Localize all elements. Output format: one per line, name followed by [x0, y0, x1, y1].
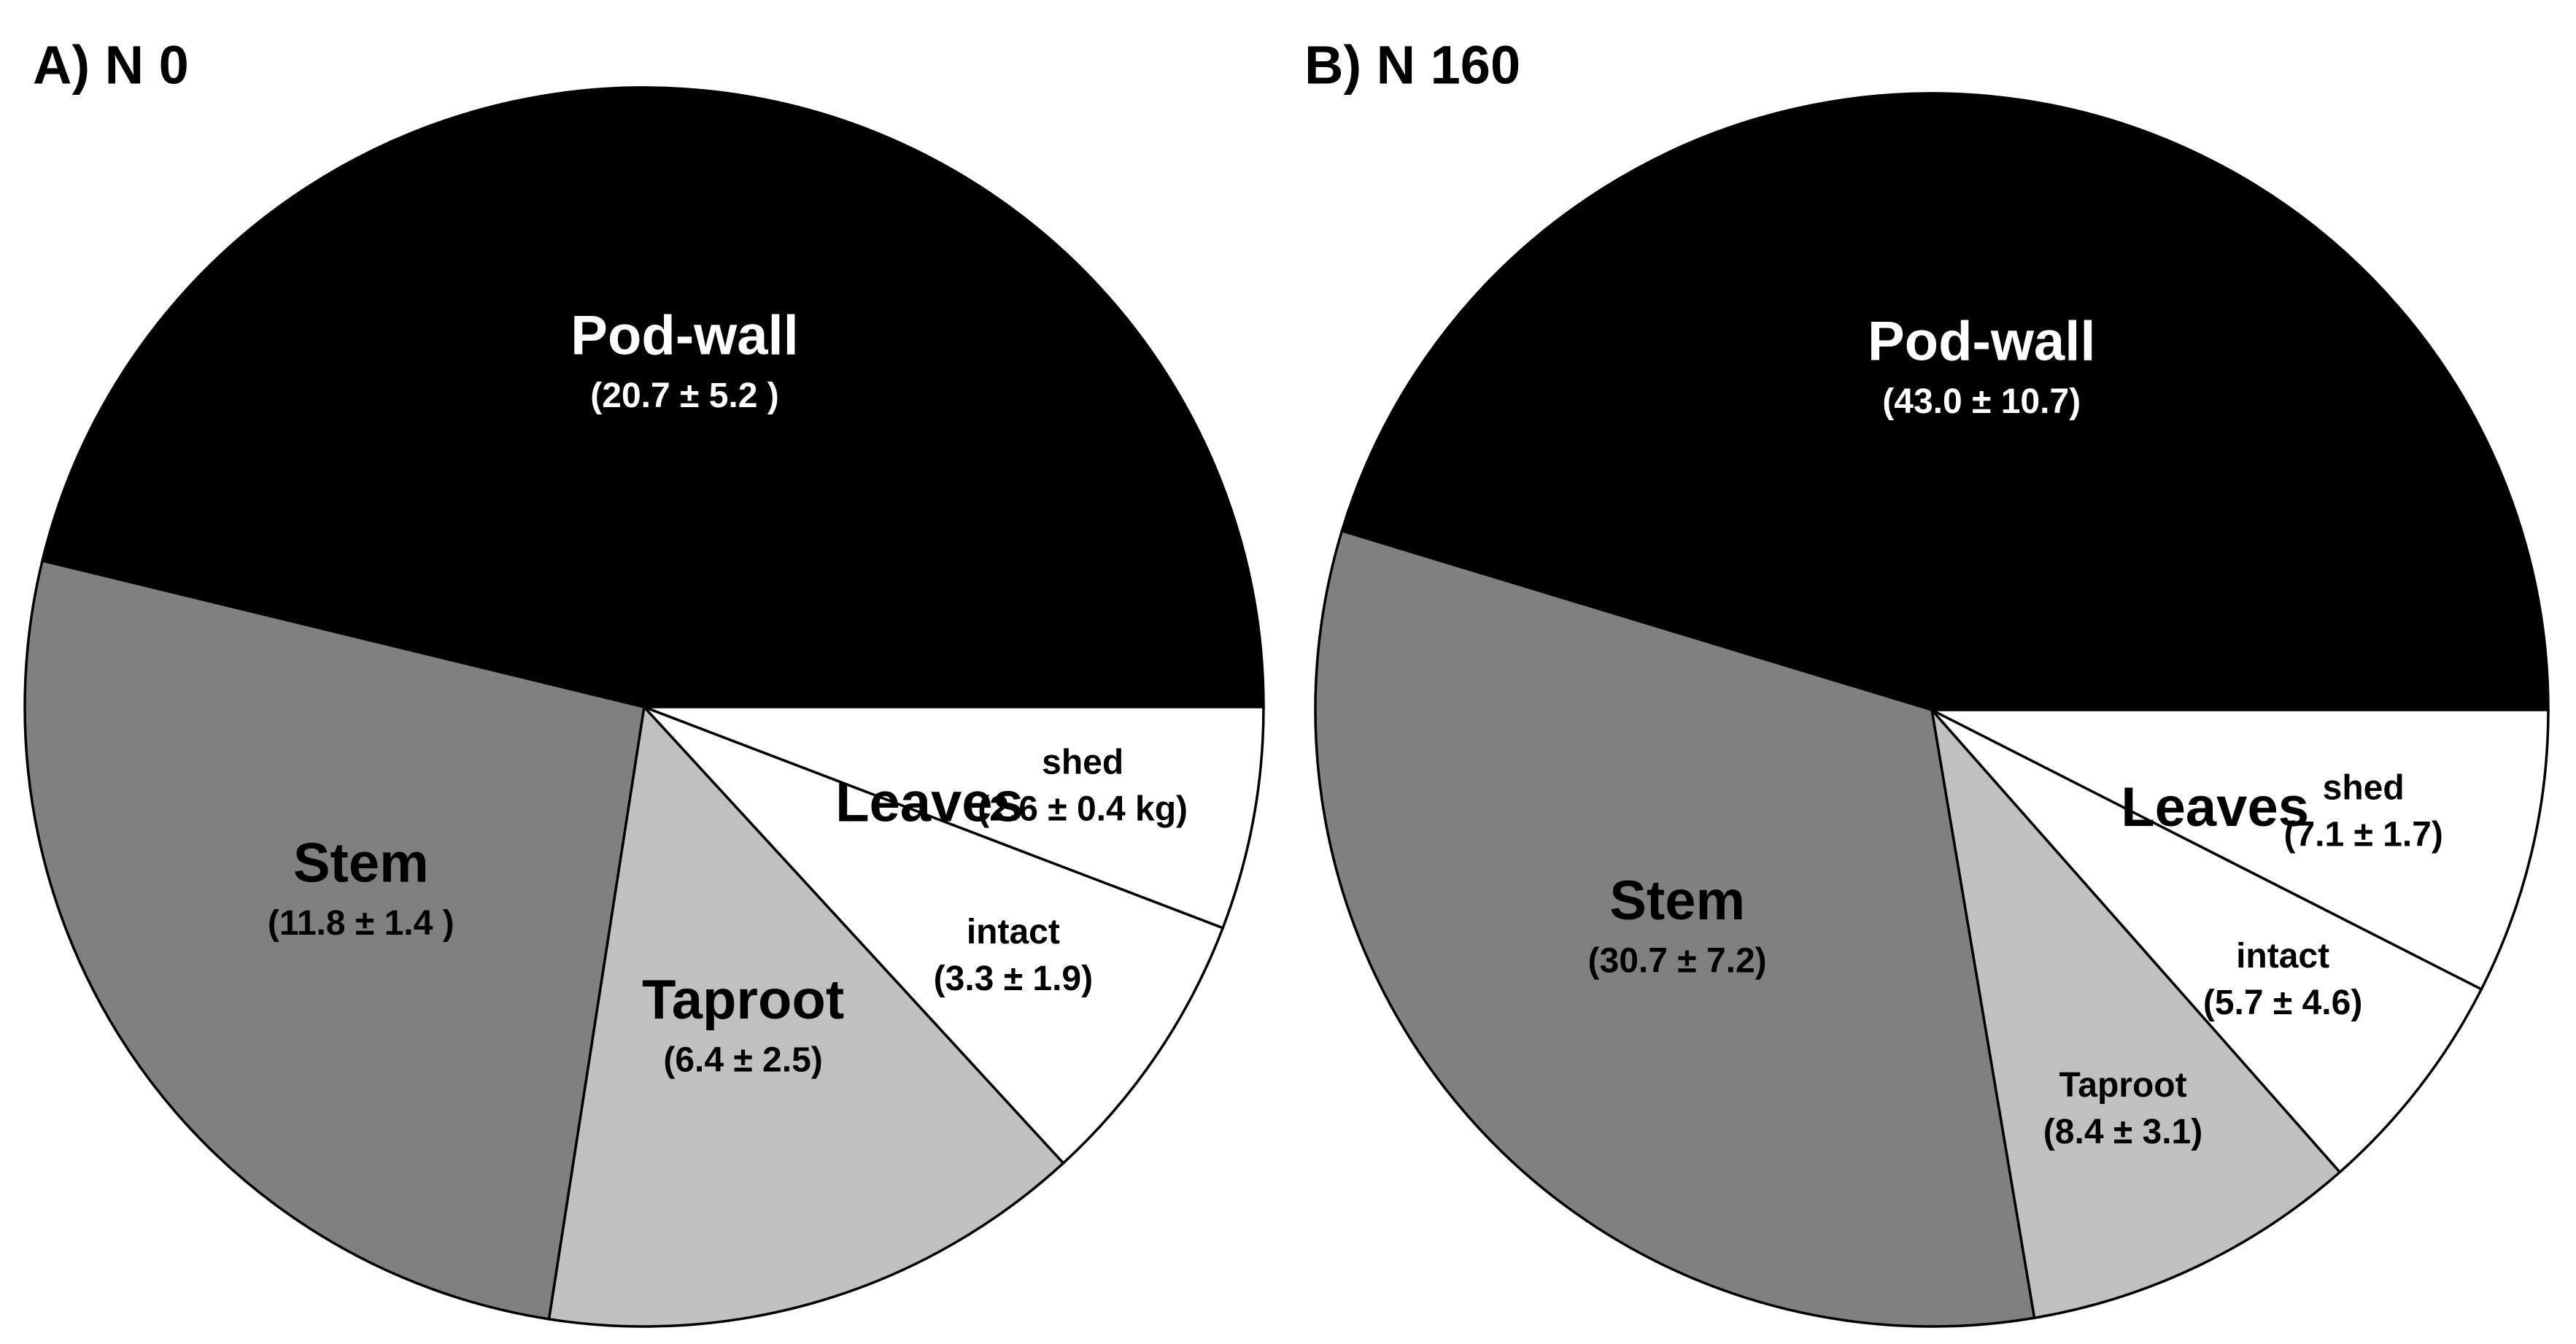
- slice-label: intact: [2236, 937, 2329, 976]
- value-label: (2.6 ± 0.4 kg): [978, 790, 1188, 829]
- value-label: (5.7 ± 4.6): [2203, 984, 2362, 1022]
- group-label: Leaves: [835, 772, 1024, 834]
- slice-label: intact: [967, 913, 1060, 951]
- slice-label: Stem: [1609, 870, 1745, 932]
- pie-slice: [1930, 708, 2483, 1174]
- pie-slice: [40, 86, 1265, 708]
- pie-slice: [1931, 708, 2550, 992]
- group-label: Leaves: [2121, 776, 2309, 838]
- slice-label: Pod-wall: [570, 304, 798, 366]
- slice-label: Taproot: [2059, 1066, 2186, 1105]
- slice-label: Taproot: [642, 969, 844, 1031]
- value-label: (43.0 ± 10.7): [1882, 382, 2081, 421]
- slice-label: Pod-wall: [1868, 310, 2095, 372]
- slice-label: shed: [1042, 744, 1123, 782]
- pie-slice: [1314, 529, 2036, 1328]
- chart-title: A) N 0: [33, 35, 189, 96]
- chart-title: B) N 160: [1304, 35, 1520, 96]
- value-label: (30.7 ± 7.2): [1588, 942, 1767, 981]
- pie-slice: [1930, 706, 2342, 1320]
- slice-label: shed: [2323, 768, 2405, 807]
- pie-slice: [1340, 92, 2550, 711]
- pie-slice: [547, 704, 1066, 1328]
- value-label: (8.4 ± 3.1): [2043, 1113, 2202, 1151]
- value-label: (6.4 ± 2.5): [663, 1041, 822, 1080]
- pie-slice: [643, 706, 1265, 930]
- value-label: (11.8 ± 1.4 ): [268, 904, 455, 943]
- pie-slice: [643, 706, 1225, 1165]
- slice-label: Stem: [293, 833, 429, 895]
- value-label: (3.3 ± 1.9): [934, 959, 1093, 998]
- value-label: (7.1 ± 1.7): [2283, 815, 2442, 854]
- pie-slice: [23, 559, 646, 1321]
- value-label: (20.7 ± 5.2 ): [590, 376, 778, 415]
